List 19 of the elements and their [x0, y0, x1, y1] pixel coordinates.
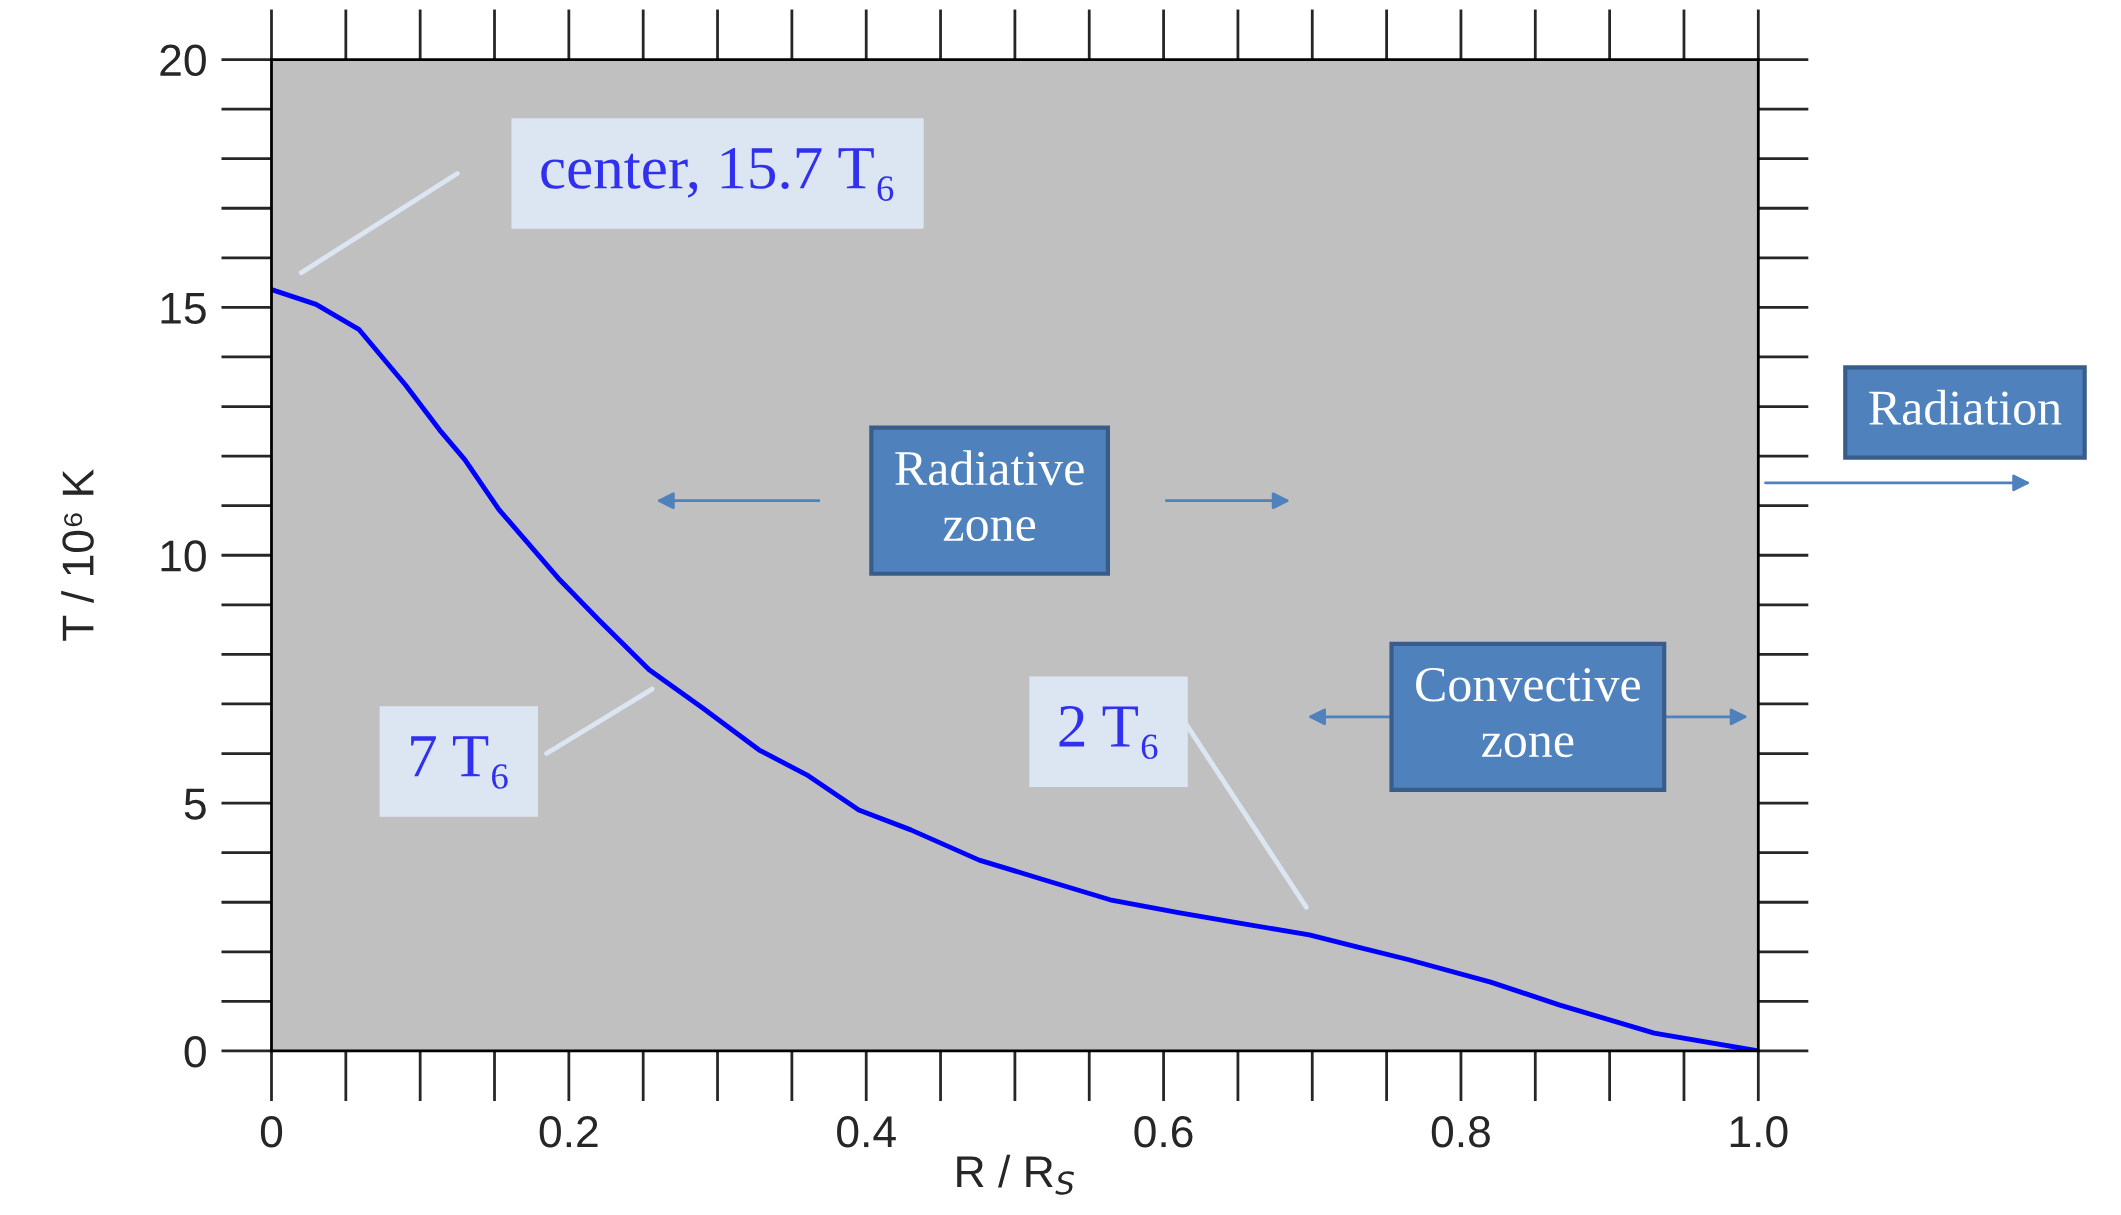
- annotation: center, 15.7 T₆: [541, 147, 894, 201]
- y-tick-label: 15: [161, 292, 206, 324]
- text: Radiation: [1869, 389, 2062, 425]
- x-tick-label: 0.2: [539, 1116, 598, 1148]
- x-tick-label: 0.6: [1134, 1116, 1193, 1148]
- x-tick-label: 0: [260, 1116, 283, 1148]
- annotation: Radiative zone: [895, 450, 1084, 542]
- annotation: 7 T₆: [411, 736, 508, 789]
- x-tick-label: 1.0: [1730, 1116, 1788, 1148]
- y-tick-label: 10: [161, 540, 206, 572]
- annotation: 2 T₆: [1059, 705, 1158, 760]
- x-axis-title: R / R$_{S}$: [957, 1154, 1074, 1195]
- y-tick-label: 5: [184, 788, 206, 820]
- y-tick-label: 20: [160, 44, 206, 77]
- x-tick-label: 0.4: [837, 1116, 896, 1148]
- annotation: Convective zone: [1416, 667, 1640, 758]
- y-axis-title: T / 10⁶ K: [61, 469, 94, 641]
- x-tick-label: 0.8: [1431, 1116, 1490, 1148]
- y-tick-label: 0: [184, 1036, 206, 1068]
